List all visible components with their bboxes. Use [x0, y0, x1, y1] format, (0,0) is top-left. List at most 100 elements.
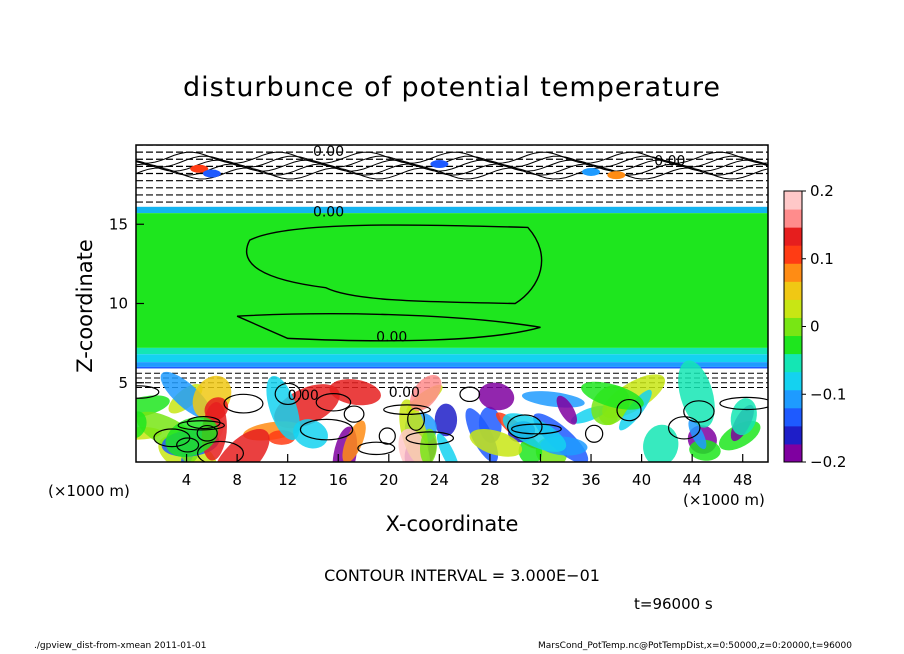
x-tick-label: 12 — [278, 471, 297, 489]
time-label: t=96000 s — [634, 595, 713, 613]
colorbar-segment — [784, 407, 802, 427]
convective-anomaly — [409, 374, 442, 412]
x-tick-label: 44 — [683, 471, 702, 489]
upper-wavy-contour — [136, 167, 768, 180]
lower-stripe — [136, 354, 768, 363]
colorbar-tick-label: 0 — [810, 318, 820, 336]
x-tick-label: 28 — [480, 471, 499, 489]
convective-anomaly — [643, 424, 679, 462]
convective-contour — [274, 382, 302, 406]
upper-wavy-contour — [136, 163, 768, 176]
convective-anomaly — [730, 398, 757, 436]
footer-data-source: MarsCond_PotTemp.nc@PotTempDist,x=0:5000… — [538, 641, 852, 651]
convective-contour — [683, 400, 715, 423]
heatmap-field: 0.00 0.00 0.00 0.00 0.00 0.00 — [136, 144, 768, 462]
upper-anomaly-blob — [582, 167, 601, 176]
convective-anomaly — [266, 375, 300, 441]
convective-anomaly — [469, 429, 523, 457]
mixed-layer — [136, 213, 768, 348]
convective-contour — [584, 424, 604, 443]
convective-anomaly — [434, 403, 458, 437]
convective-contour — [315, 393, 352, 412]
convective-contour — [196, 424, 218, 442]
colorbar-segment — [784, 425, 802, 445]
colorbar-segment — [784, 317, 802, 337]
convective-anomaly — [556, 395, 578, 425]
convective-contour — [177, 420, 225, 431]
convective-contour — [223, 393, 264, 414]
lower-stripe — [136, 366, 768, 369]
convective-contour — [459, 386, 481, 403]
zero-contour — [236, 313, 541, 342]
contour-label: 0.00 — [654, 154, 685, 170]
upper-anomaly-blob — [607, 171, 626, 180]
colorbar-tick-label: −0.1 — [810, 385, 846, 403]
convective-contour — [299, 418, 354, 441]
chart-title: disturbunce of potential temperature — [183, 72, 721, 103]
convective-anomaly — [342, 420, 366, 462]
x-axis-unit-left: (×1000 m) — [48, 482, 130, 500]
colorbar-segment — [784, 353, 802, 373]
contour-label: 0.00 — [389, 385, 420, 401]
convective-contour — [383, 404, 431, 415]
convective-anomaly — [136, 395, 170, 419]
convective-anomaly — [678, 360, 715, 428]
convective-contour — [196, 440, 245, 462]
convective-anomaly — [420, 428, 437, 462]
convective-contour — [719, 396, 768, 411]
colorbar-tick-label: 0.1 — [810, 250, 834, 268]
contour-interval-label: CONTOUR INTERVAL = 3.000E−01 — [324, 566, 600, 585]
convective-anomaly — [478, 382, 515, 411]
convective-contour — [176, 437, 200, 453]
contour-label: 0.00 — [288, 388, 319, 404]
colorbar-tick-label: 0.2 — [810, 182, 834, 200]
convective-anomaly — [502, 413, 567, 452]
x-axis-label: X-coordinate — [385, 512, 519, 536]
x-tick-label: 48 — [733, 471, 752, 489]
colorbar-segment — [784, 263, 802, 282]
convective-contour — [405, 431, 455, 446]
colorbar-segment — [784, 245, 802, 264]
upper-stripe — [136, 206, 768, 214]
x-axis: 4 8 12 16 20 24 28 32 36 40 44 48 — [182, 454, 752, 489]
convective-anomaly — [329, 379, 381, 406]
convective-contour — [667, 416, 701, 440]
colorbar-segment — [784, 281, 802, 300]
colorbar-segment — [784, 191, 802, 210]
colorbar: 0.2 0.1 0 −0.1 −0.2 — [783, 182, 846, 471]
convective-anomaly — [213, 428, 270, 462]
x-tick-label: 40 — [632, 471, 651, 489]
x-tick-label: 8 — [232, 471, 242, 489]
lower-stripe — [136, 362, 768, 367]
upper-anomaly-blob — [190, 164, 209, 173]
x-tick-label: 32 — [531, 471, 550, 489]
x-tick-label: 16 — [329, 471, 348, 489]
y-axis: 5 10 15 — [109, 215, 144, 392]
colorbar-segment — [784, 335, 802, 355]
contour-label: 0.00 — [313, 144, 344, 160]
y-tick-label: 15 — [109, 215, 128, 233]
y-tick-label: 5 — [118, 374, 128, 392]
colorbar-segment — [784, 227, 802, 246]
convective-contour — [407, 407, 425, 431]
zero-contour — [245, 224, 543, 305]
colorbar-segment — [784, 371, 802, 391]
upper-wavy-contour — [136, 155, 768, 168]
y-tick-label: 10 — [109, 295, 128, 313]
contour-label: 0.00 — [313, 204, 344, 220]
upper-wavy-contour — [136, 151, 768, 164]
x-tick-label: 36 — [581, 471, 600, 489]
convective-anomaly — [581, 381, 644, 410]
x-tick-label: 20 — [379, 471, 398, 489]
lower-stripe — [136, 347, 768, 355]
colorbar-segment — [784, 209, 802, 228]
convective-contour — [357, 441, 396, 456]
convective-anomaly — [689, 439, 721, 461]
x-axis-unit-right: (×1000 m) — [683, 491, 765, 509]
footer-script-name: ./gpview_dist-from-xmean 2011-01-01 — [34, 641, 207, 651]
x-tick-label: 4 — [182, 471, 192, 489]
upper-anomaly-blob — [202, 169, 221, 178]
colorbar-tick-label: −0.2 — [810, 453, 846, 471]
convective-contour — [511, 423, 562, 435]
